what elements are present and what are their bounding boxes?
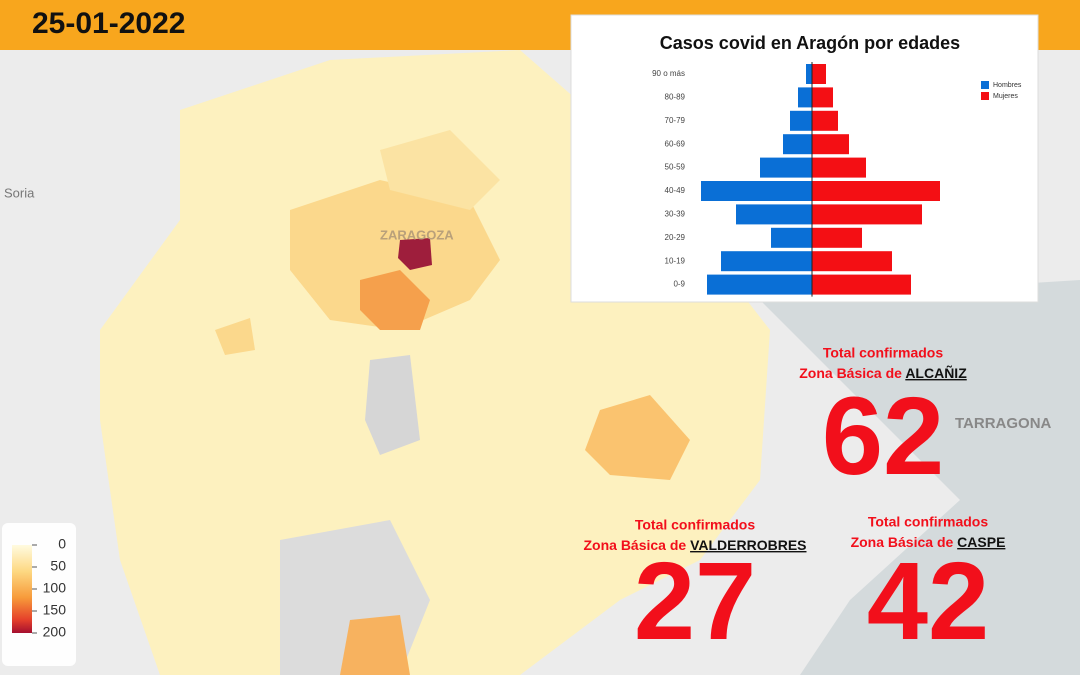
bar: [812, 64, 826, 84]
bar: [721, 251, 812, 272]
bar: [790, 110, 812, 131]
pyramid: 90 o más 80-89 70-79 60-69 50-59 40-49 30-39 20…: [652, 62, 1022, 297]
y-tick-label: 60-69: [665, 139, 686, 148]
legend-swatch: [981, 92, 989, 100]
y-tick-label: 40-49: [665, 186, 686, 195]
district: [585, 395, 690, 480]
bar: [736, 204, 812, 225]
bar: [771, 227, 812, 248]
legend-label: Hombres: [993, 82, 1022, 89]
callout-zone: Zona Básica de VALDERROBRES: [583, 537, 806, 553]
y-tick-label: 80-89: [665, 93, 686, 102]
bar: [760, 157, 812, 178]
legend-swatch: [981, 81, 989, 89]
place-label: Soria: [4, 185, 35, 200]
bar: [812, 204, 922, 225]
callout-total: 62: [822, 375, 944, 498]
callout-total: 27: [634, 540, 756, 663]
district: [398, 238, 432, 270]
colorbar-tick-label: 100: [43, 580, 67, 596]
callout-total: 42: [867, 540, 989, 663]
y-tick-label: 30-39: [665, 210, 686, 219]
callout-heading: Total confirmados: [635, 517, 756, 533]
bar: [783, 134, 812, 155]
colorbar-ticks: 0 50 100 150 200: [32, 536, 66, 640]
callout-heading: Total confirmados: [823, 345, 944, 361]
zone-prefix: Zona Básica de: [799, 365, 902, 381]
bar: [812, 157, 866, 178]
callout-zone: Zona Básica de CASPE: [851, 534, 1006, 550]
place-label: TARRAGONA: [955, 415, 1052, 432]
callout-heading: Total confirmados: [868, 514, 989, 530]
district: [215, 318, 255, 355]
bar: [812, 181, 940, 201]
y-tick-label: 70-79: [665, 116, 686, 125]
colorbar: [12, 545, 32, 633]
district: [380, 130, 500, 210]
district: [365, 355, 420, 455]
bar: [812, 134, 849, 155]
bar: [707, 274, 812, 295]
bar: [798, 87, 812, 108]
district: [340, 615, 410, 675]
bar: [701, 181, 812, 201]
y-tick-label: 90 o más: [652, 69, 685, 78]
colorbar-tick-label: 0: [58, 536, 66, 552]
zone-name: CASPE: [957, 534, 1005, 550]
y-tick-label: 10-19: [665, 256, 686, 265]
zone-prefix: Zona Básica de: [583, 537, 686, 553]
bar: [812, 110, 838, 131]
callout-zone: Zona Básica de ALCAÑIZ: [799, 364, 967, 381]
zone-name: ALCAÑIZ: [905, 364, 967, 381]
place-label: ZARAGOZA: [380, 227, 454, 242]
date: 25-01-2022: [32, 7, 185, 40]
zone-prefix: Zona Básica de: [851, 534, 954, 550]
colorbar-tick-label: 200: [43, 624, 67, 640]
y-tick-label: 50-59: [665, 163, 686, 172]
callouts: Total confirmados Zona Básica de ALCAÑIZ6…: [583, 345, 1005, 663]
colorbar-tick-label: 50: [50, 558, 66, 574]
y-tick-label: 20-29: [665, 233, 686, 242]
colorbar-tick-label: 150: [43, 602, 67, 618]
bar: [806, 64, 812, 84]
district: [290, 180, 500, 330]
sea: [760, 280, 1080, 675]
legend-label: Mujeres: [993, 93, 1018, 100]
bar: [812, 87, 833, 108]
y-tick-label: 0-9: [673, 280, 685, 289]
bar: [812, 274, 911, 295]
district: [360, 270, 430, 330]
bar: [812, 227, 862, 248]
zone-name: VALDERROBRES: [690, 537, 806, 553]
chart-title: Casos covid en Aragón por edades: [660, 33, 960, 53]
bar: [812, 251, 892, 272]
